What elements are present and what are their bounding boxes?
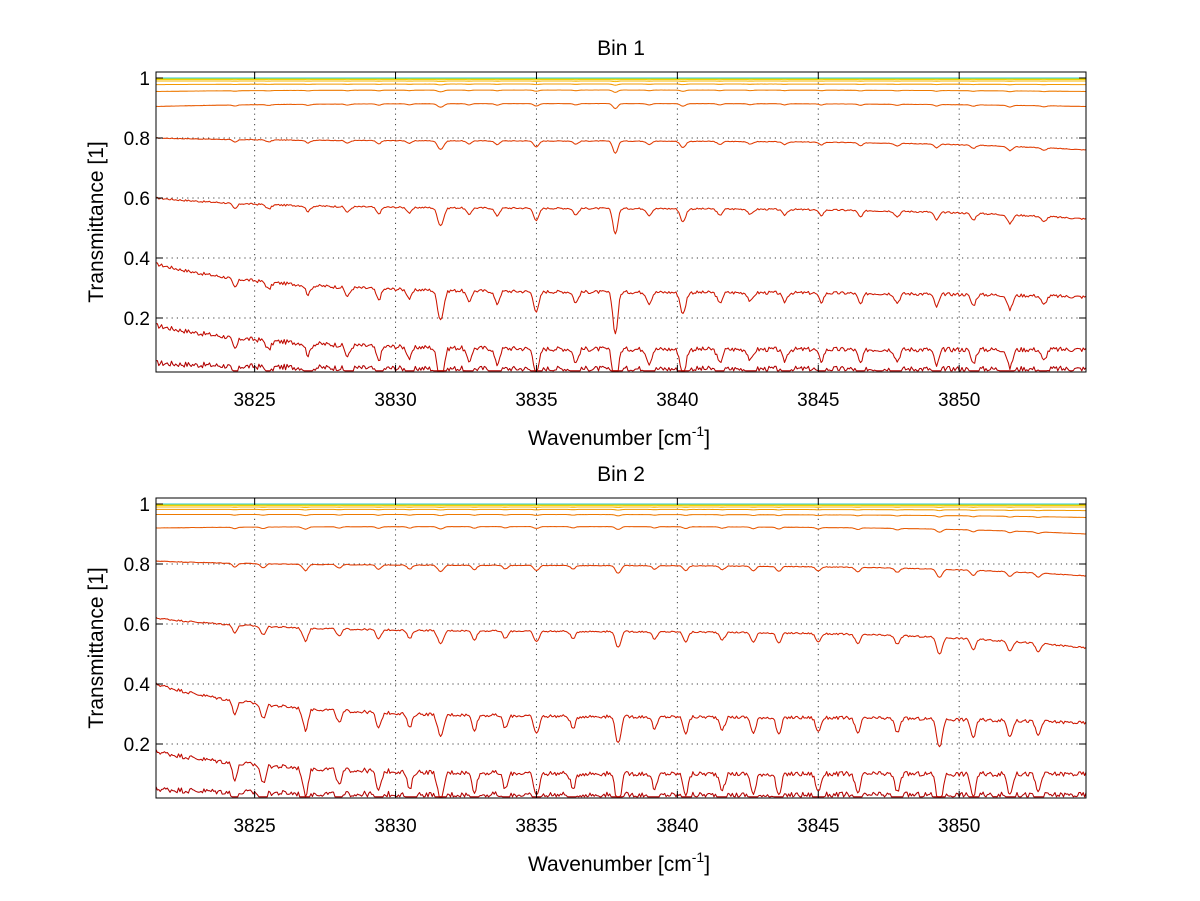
y-tick-label: 1 <box>139 69 150 90</box>
x-tick-label: 3840 <box>656 390 698 411</box>
y-tick-label: 0.6 <box>124 189 150 210</box>
transmittance-series-line <box>155 323 1087 372</box>
x-tick-label: 3840 <box>656 816 698 837</box>
transmittance-series-line <box>155 196 1087 235</box>
transmittance-series-line <box>155 262 1087 335</box>
x-tick-label: 3825 <box>233 390 275 411</box>
y-tick-label: 0.4 <box>124 675 151 696</box>
y-tick-label: 0.4 <box>124 249 151 270</box>
series-layer <box>155 503 1087 798</box>
transmittance-series-line <box>155 786 1087 798</box>
x-tick-label: 3830 <box>374 390 416 411</box>
panel-bin-2: Bin 2 3825 3830 3835 3840 3845 3850 0.2 0.4 0.6 0… <box>85 463 1087 876</box>
y-tick-label: 0.2 <box>124 735 150 756</box>
tick-layer: 3825 3830 3835 3840 3845 3850 0.2 0.4 0.6 0.8 1 <box>124 69 1086 411</box>
x-axis-label: Wavenumber [cm-1] <box>528 849 710 876</box>
y-axis-label: Transmittance [1] <box>85 567 108 728</box>
transmittance-series-line <box>155 616 1087 655</box>
transmittance-series-line <box>156 508 1086 512</box>
axes-frame <box>155 71 1087 373</box>
x-tick-label: 3835 <box>515 816 557 837</box>
y-tick-label: 0.6 <box>124 615 150 636</box>
y-tick-label: 0.8 <box>124 555 150 576</box>
transmittance-series-line <box>155 89 1086 93</box>
x-tick-label: 3830 <box>374 816 416 837</box>
transmittance-series-line <box>155 360 1087 372</box>
transmittance-series-line <box>156 513 1086 519</box>
x-tick-label: 3845 <box>797 816 839 837</box>
tick-layer: 3825 3830 3835 3840 3845 3850 0.2 0.4 0.6 0.8 1 <box>124 495 1086 837</box>
x-axis-label: Wavenumber [cm-1] <box>528 423 710 450</box>
chart-title: Bin 2 <box>597 463 645 486</box>
series-layer <box>155 77 1087 372</box>
transmittance-series-line <box>156 83 1086 86</box>
y-axis-label: Transmittance [1] <box>85 141 108 302</box>
transmittance-series-line <box>156 102 1087 110</box>
x-tick-label: 3845 <box>797 390 839 411</box>
axes-frame <box>155 497 1087 799</box>
x-tick-label: 3850 <box>938 816 980 837</box>
x-tick-label: 3835 <box>515 390 557 411</box>
transmittance-series-line <box>156 137 1087 154</box>
x-tick-label: 3825 <box>233 816 275 837</box>
chart-title: Bin 1 <box>597 37 645 60</box>
y-tick-label: 0.2 <box>124 309 150 330</box>
transmittance-series-line <box>155 525 1087 535</box>
transmittance-series-line <box>155 682 1087 748</box>
transmittance-series-line <box>155 560 1087 578</box>
transmittance-series-line <box>156 80 1086 83</box>
y-tick-label: 1 <box>139 495 150 516</box>
panel-bin-1: Bin 1 3825 3830 3835 3840 3845 3850 0.2 0.4 0.6 0… <box>85 37 1087 450</box>
y-tick-label: 0.8 <box>124 129 150 150</box>
transmittance-series-line <box>155 749 1087 798</box>
x-tick-label: 3850 <box>938 390 980 411</box>
